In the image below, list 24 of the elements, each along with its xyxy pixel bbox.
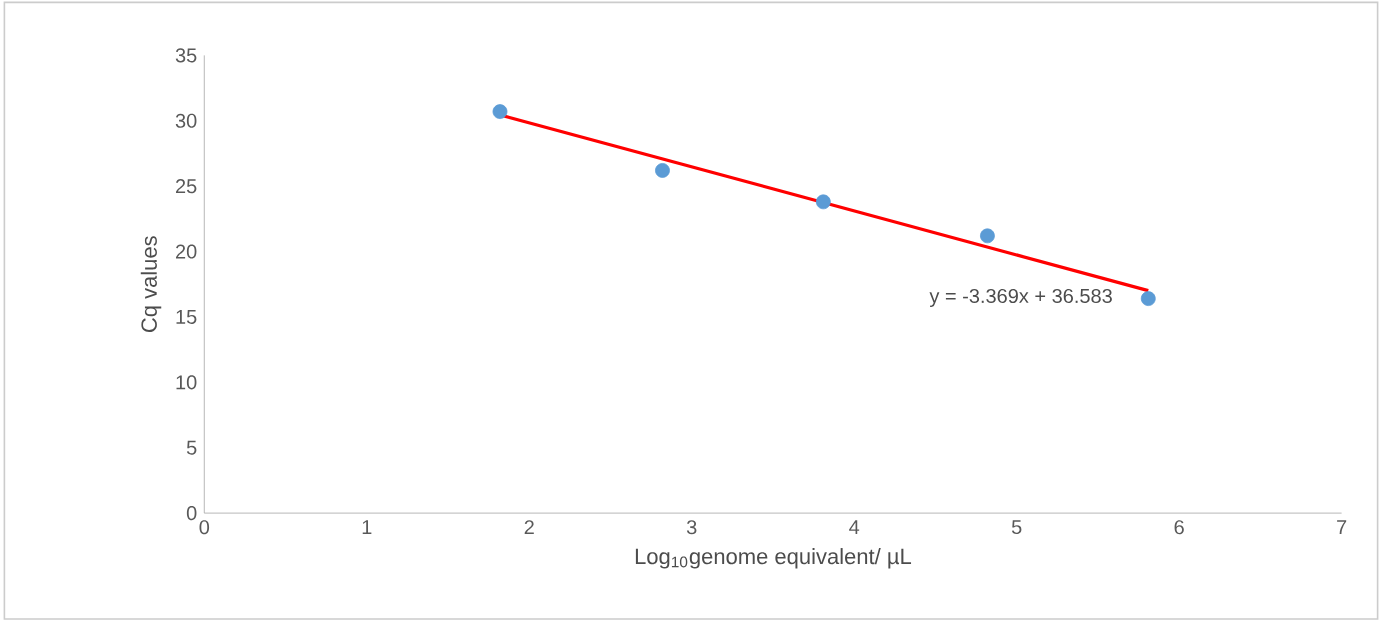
point — [815, 194, 831, 210]
point — [492, 103, 508, 119]
point — [980, 228, 995, 244]
y-tick-label: 35 — [175, 48, 197, 63]
annotation: y = -3.369x + 36.583 — [929, 288, 1112, 307]
x-tick-label: 6 — [1174, 519, 1184, 535]
x-tick-label: 0 — [199, 519, 210, 535]
y-axis-title: Cq values — [140, 235, 162, 332]
y-tick-label: 25 — [175, 178, 197, 193]
x-tick-label: 3 — [686, 519, 697, 535]
y-tick-label: 10 — [176, 375, 197, 390]
y-tick-label: 15 — [176, 309, 197, 324]
y-tick-label: 20 — [175, 244, 197, 259]
y-tick-label: 30 — [175, 113, 197, 128]
x-tick-label: 1 — [362, 519, 372, 534]
x-tick-label: 5 — [1011, 519, 1022, 534]
x-tick-label: 2 — [524, 519, 534, 534]
y-tick-label: 5 — [186, 440, 197, 455]
point — [1140, 291, 1156, 306]
x-axis-title: Log$_{10}$genome equivalent/ µL — [635, 547, 912, 569]
y-tick-label: 0 — [186, 505, 197, 520]
x-tick-label: 7 — [1337, 519, 1347, 534]
x-tick-label: 4 — [849, 519, 860, 534]
point — [655, 162, 670, 178]
